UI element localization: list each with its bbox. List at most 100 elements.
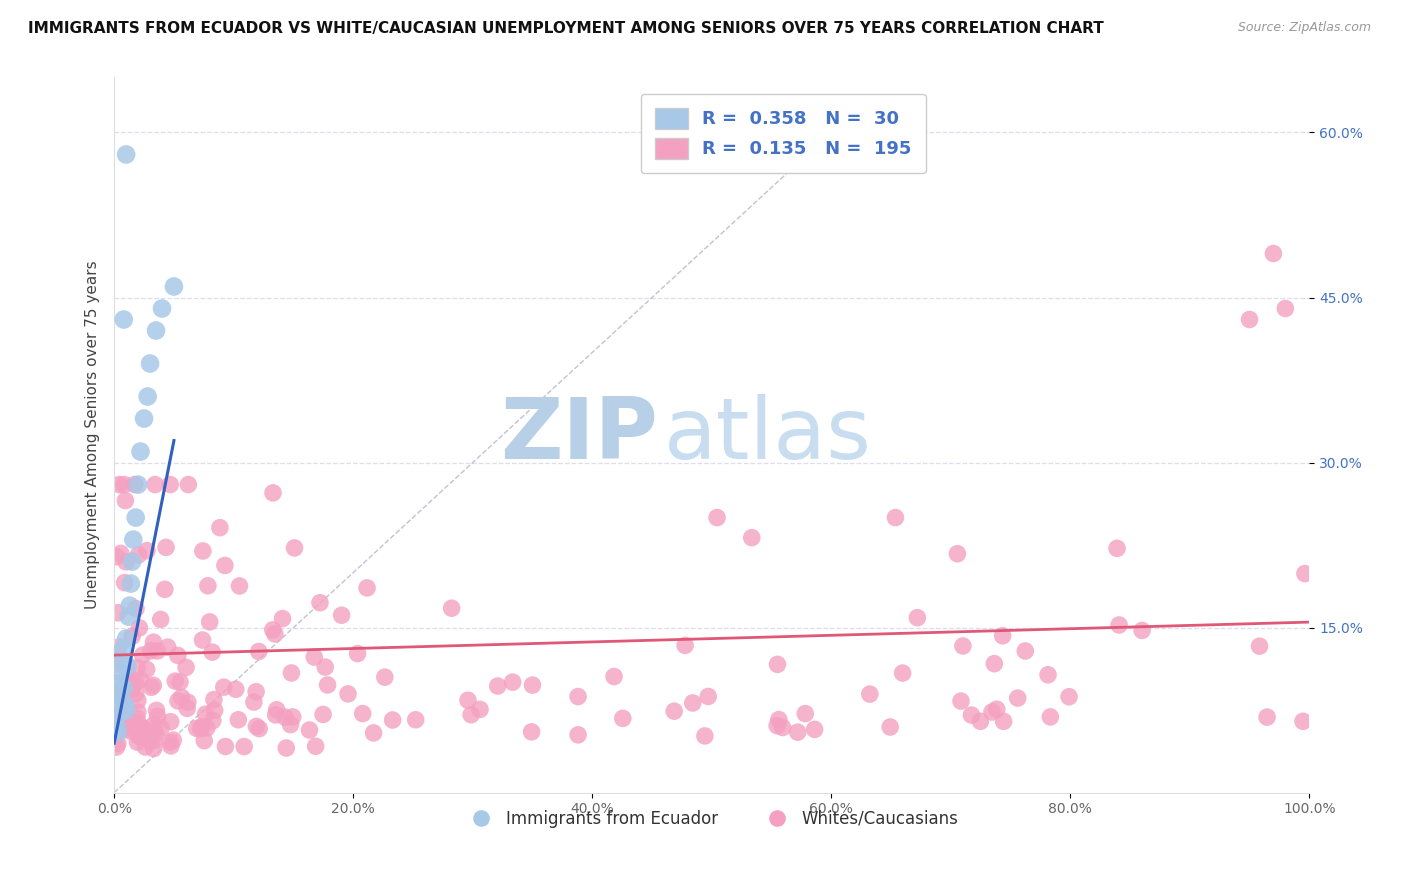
Point (143, 733, 166, 747)
Point (146, 644, 169, 658)
Point (1007, 691, 1029, 706)
Point (136, 543, 159, 558)
Point (125, 601, 148, 615)
Point (316, 678, 339, 692)
Point (139, 357, 162, 371)
Point (112, 681, 135, 695)
Point (884, 510, 907, 524)
Point (111, 642, 134, 657)
Point (149, 612, 172, 626)
Point (107, 606, 129, 620)
Point (129, 444, 152, 458)
Point (226, 713, 249, 727)
Point (1249, 639, 1271, 653)
Point (312, 707, 335, 722)
Point (115, 555, 138, 569)
Point (107, 689, 129, 703)
Point (107, 721, 129, 735)
Point (1256, 710, 1278, 724)
Point (950, 694, 973, 708)
Point (794, 706, 817, 721)
Point (108, 687, 131, 701)
Point (281, 710, 304, 724)
Point (136, 390, 159, 404)
Legend: Immigrants from Ecuador, Whites/Caucasians: Immigrants from Ecuador, Whites/Caucasia… (458, 803, 966, 834)
Point (159, 477, 181, 491)
Point (195, 721, 218, 735)
Point (304, 650, 326, 665)
Point (381, 713, 404, 727)
Point (118, 599, 141, 613)
Point (1108, 618, 1130, 632)
Point (201, 714, 224, 728)
Point (145, 703, 167, 717)
Point (706, 510, 728, 524)
Point (766, 719, 789, 733)
Point (283, 541, 305, 555)
Point (991, 629, 1014, 643)
Point (245, 685, 267, 699)
Point (166, 648, 188, 663)
Point (520, 724, 543, 739)
Point (243, 695, 266, 709)
Point (879, 720, 901, 734)
Point (1292, 714, 1315, 729)
Point (129, 673, 152, 687)
Point (120, 724, 142, 739)
Point (263, 627, 285, 641)
Point (121, 629, 143, 643)
Point (122, 677, 145, 691)
Point (1036, 667, 1059, 681)
Y-axis label: Unemployment Among Seniors over 75 years: Unemployment Among Seniors over 75 years (86, 260, 100, 609)
Point (117, 675, 139, 690)
Point (567, 690, 589, 704)
Point (337, 687, 360, 701)
Point (128, 729, 150, 743)
Point (105, 549, 128, 564)
Point (114, 698, 136, 712)
Point (1130, 624, 1153, 638)
Point (194, 707, 217, 722)
Point (193, 733, 215, 747)
Point (603, 669, 626, 683)
Point (768, 713, 790, 727)
Point (145, 726, 167, 740)
Point (124, 674, 146, 689)
Point (145, 324, 167, 338)
Point (108, 640, 131, 654)
Point (107, 679, 129, 693)
Point (522, 678, 544, 692)
Point (153, 582, 176, 597)
Text: Source: ZipAtlas.com: Source: ZipAtlas.com (1237, 21, 1371, 34)
Text: ZIP: ZIP (501, 393, 658, 476)
Point (280, 665, 302, 680)
Point (115, 722, 138, 736)
Point (134, 739, 156, 754)
Point (108, 675, 131, 690)
Point (111, 690, 134, 705)
Point (186, 722, 208, 736)
Point (803, 723, 825, 737)
Point (946, 547, 969, 561)
Point (169, 674, 191, 689)
Point (682, 696, 704, 710)
Point (117, 659, 139, 673)
Point (155, 541, 177, 555)
Point (247, 722, 270, 736)
Point (117, 609, 139, 624)
Point (214, 739, 236, 754)
Point (125, 510, 148, 524)
Point (905, 610, 928, 624)
Point (1274, 301, 1296, 316)
Point (127, 660, 149, 674)
Point (986, 702, 1008, 716)
Point (125, 711, 148, 725)
Point (298, 723, 321, 737)
Point (135, 662, 157, 676)
Point (346, 647, 368, 661)
Point (125, 721, 148, 735)
Text: atlas: atlas (664, 393, 872, 476)
Point (468, 702, 491, 716)
Point (129, 730, 152, 744)
Point (105, 740, 128, 755)
